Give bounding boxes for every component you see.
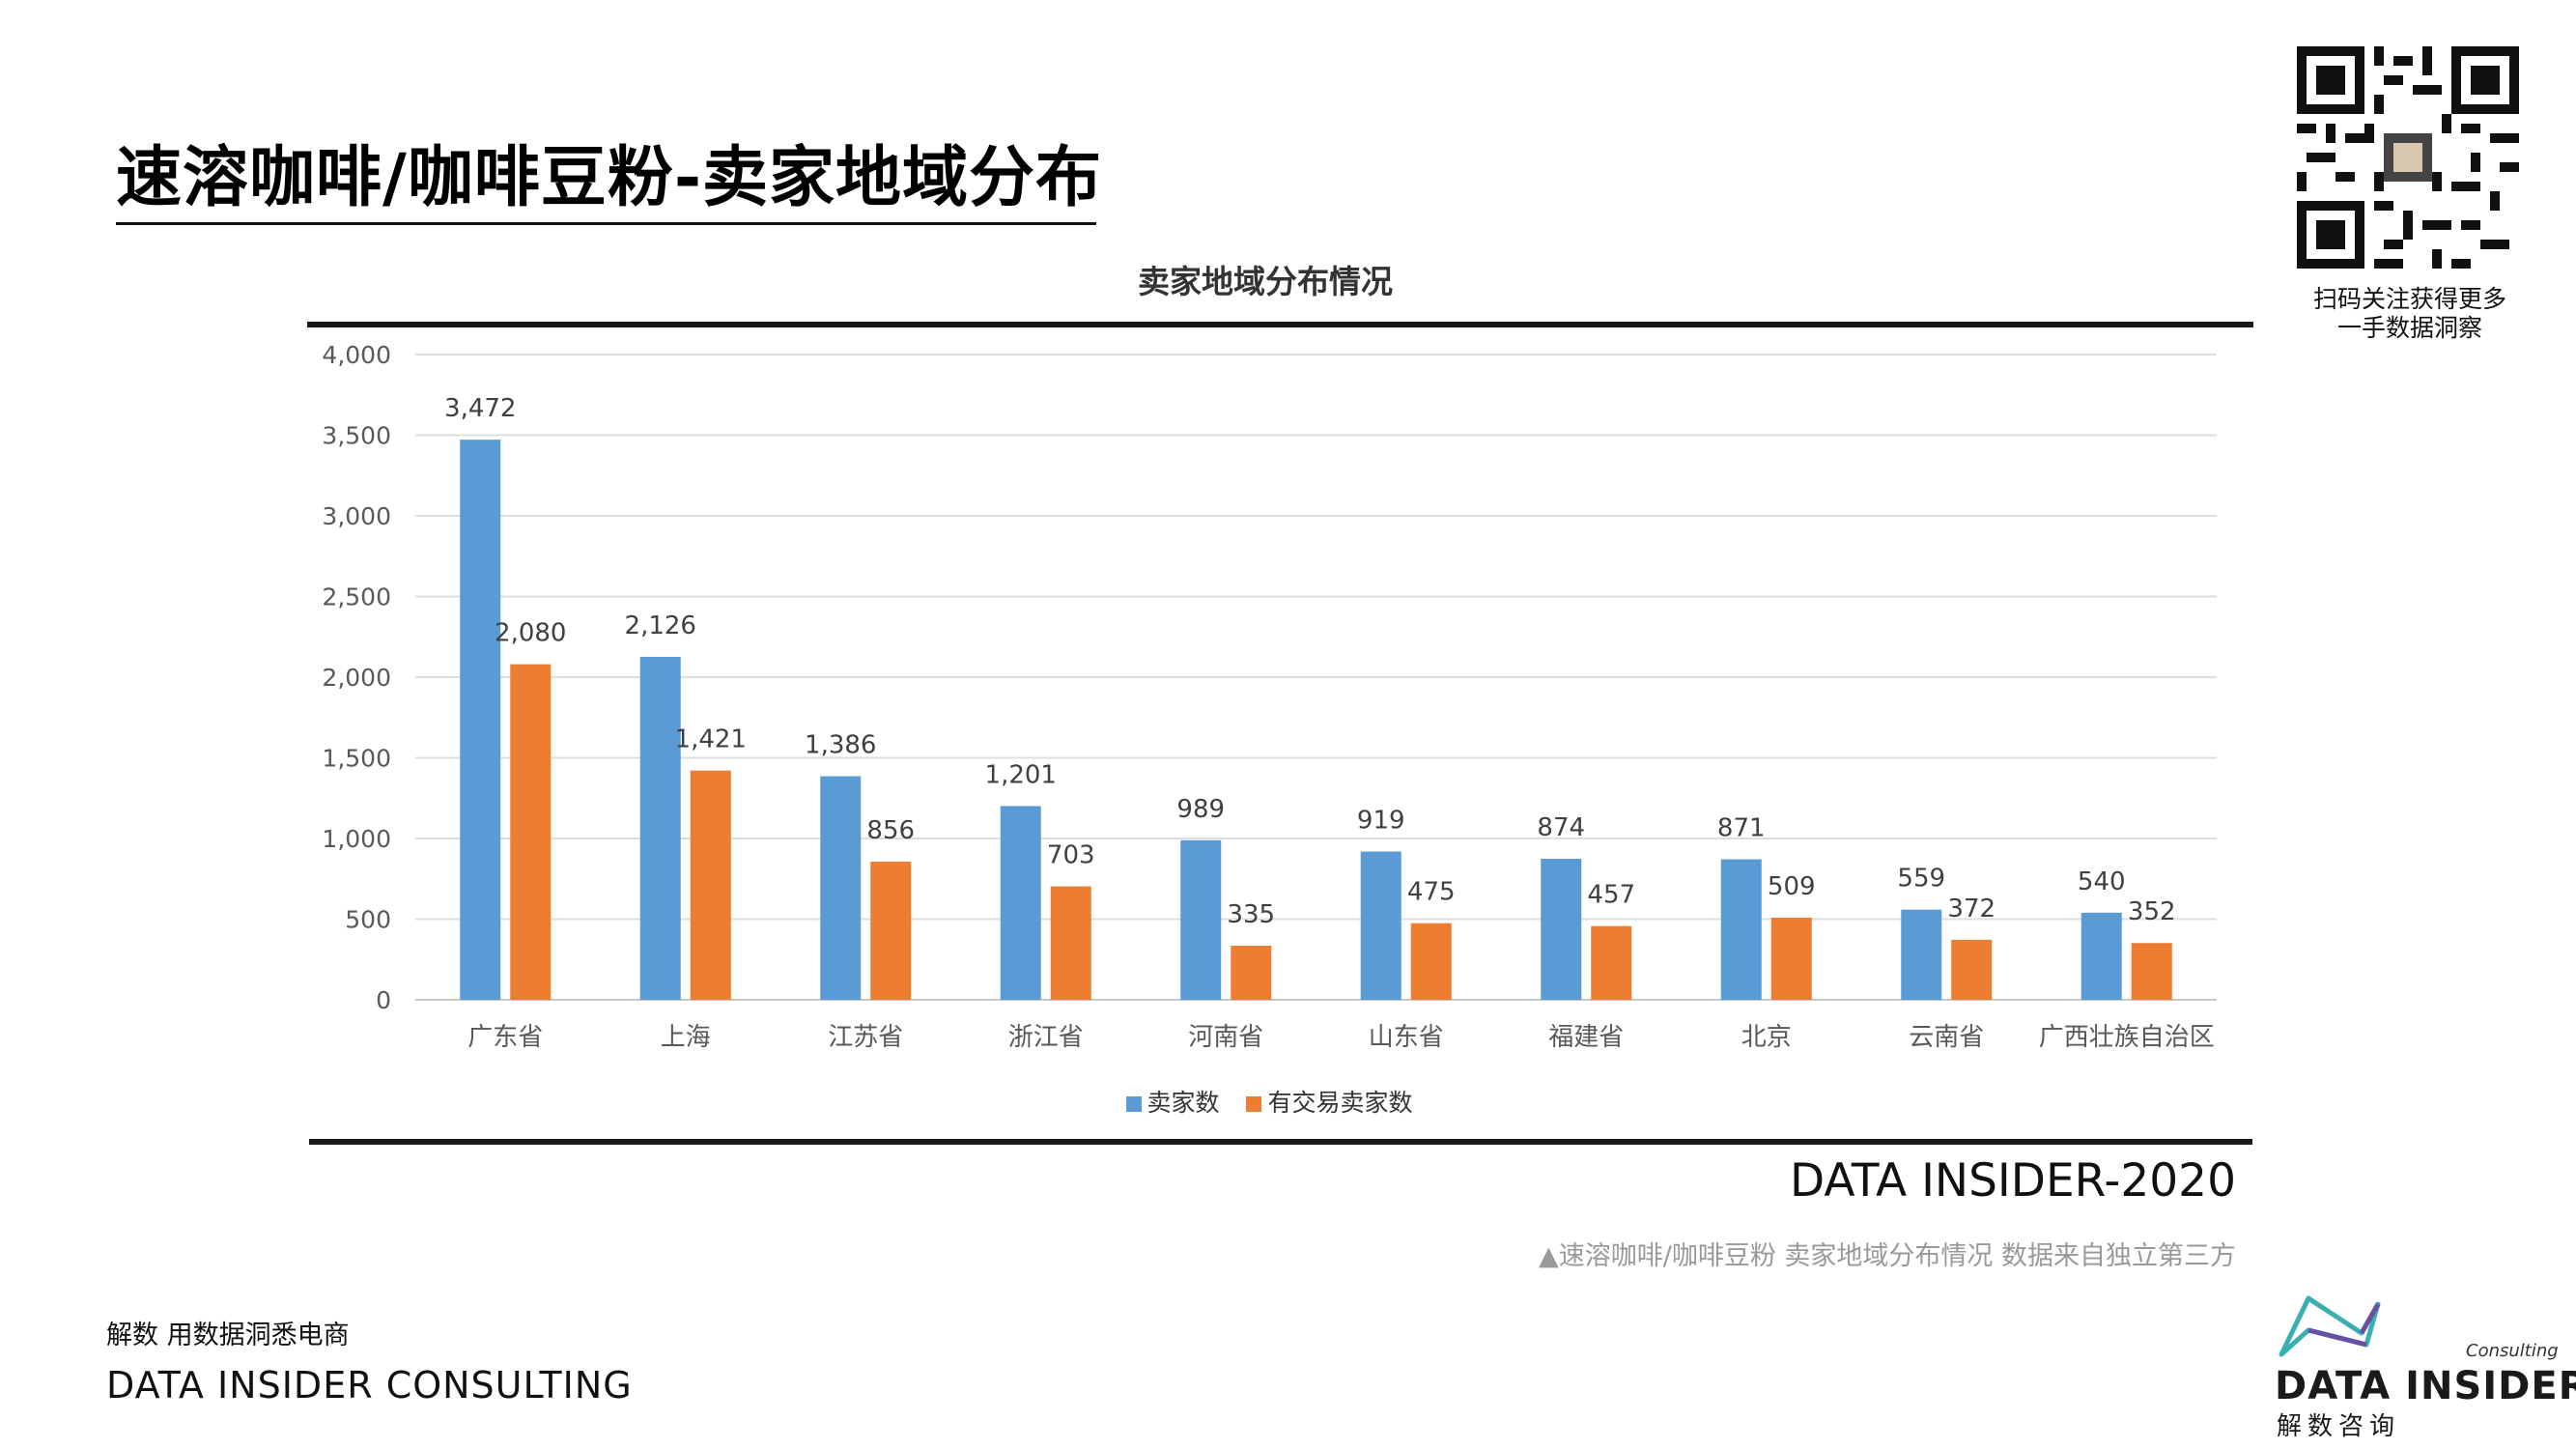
data-label-sellers: 3,472 <box>444 394 516 423</box>
data-label-active-sellers: 457 <box>1587 881 1635 910</box>
data-label-sellers: 871 <box>1717 814 1766 843</box>
logo-name: DATA INSIDER <box>2275 1364 2576 1408</box>
data-label-active-sellers: 352 <box>2128 897 2176 926</box>
data-label-active-sellers: 475 <box>1407 878 1456 907</box>
bar-sellers <box>639 656 681 1000</box>
x-tick-label: 广东省 <box>467 1023 543 1052</box>
bar-active-sellers <box>1410 923 1452 1000</box>
logo-chinese-name: 解数咨询 <box>2277 1412 2401 1441</box>
bar-active-sellers <box>1231 946 1272 1000</box>
y-tick-label: 3,500 <box>322 422 391 450</box>
x-tick-label: 山东省 <box>1369 1023 1444 1052</box>
chart-title: 卖家地域分布情况 <box>1138 263 1393 300</box>
data-label-sellers: 559 <box>1897 865 1945 894</box>
legend-label-sellers: 卖家数 <box>1146 1089 1220 1117</box>
bar-sellers <box>2081 912 2122 1000</box>
bar-active-sellers <box>870 862 912 1000</box>
chart-legend: 卖家数 有交易卖家数 <box>0 1084 2538 1119</box>
qr-code <box>2297 46 2519 269</box>
qr-caption-line1: 扫码关注获得更多 <box>2312 285 2506 313</box>
legend-swatch-active-sellers <box>1246 1096 1262 1112</box>
source-brand: DATA INSIDER-2020 <box>1790 1154 2236 1208</box>
data-label-sellers: 540 <box>2078 867 2126 896</box>
legend-item-active-sellers: 有交易卖家数 <box>1246 1084 1412 1119</box>
y-tick-label: 2,500 <box>322 583 391 611</box>
y-tick-label: 0 <box>376 986 391 1014</box>
y-tick-label: 2,000 <box>322 664 391 692</box>
x-tick-label: 云南省 <box>1909 1023 1984 1052</box>
bar-active-sellers <box>2131 943 2172 1000</box>
bar-sellers <box>1360 851 1401 1000</box>
data-label-active-sellers: 856 <box>866 816 915 845</box>
footer-slogan: 解数 用数据洞悉电商 <box>106 1321 350 1350</box>
bar-active-sellers <box>1770 917 1812 1000</box>
bar-active-sellers <box>1951 939 1993 1000</box>
x-tick-label: 上海 <box>661 1023 711 1052</box>
data-label-active-sellers: 1,421 <box>675 725 747 754</box>
legend-item-sellers: 卖家数 <box>1125 1084 1220 1119</box>
bar-sellers <box>820 776 862 1000</box>
legend-swatch-sellers <box>1125 1096 1142 1112</box>
bar-active-sellers <box>1591 925 1632 1000</box>
data-label-active-sellers: 2,080 <box>495 619 566 648</box>
x-tick-label: 江苏省 <box>828 1023 903 1052</box>
page-title: 速溶咖啡/咖啡豆粉-卖家地域分布 <box>116 140 1103 216</box>
bar-sellers <box>1180 839 1222 1000</box>
y-tick-label: 3,000 <box>322 502 391 530</box>
bar-sellers <box>1541 859 1582 1000</box>
data-label-sellers: 1,201 <box>985 760 1057 789</box>
data-label-active-sellers: 509 <box>1768 872 1816 901</box>
logo-mark-icon <box>2279 1295 2381 1357</box>
bar-active-sellers <box>690 770 731 1000</box>
data-label-sellers: 874 <box>1537 813 1585 842</box>
data-label-sellers: 2,126 <box>625 611 696 640</box>
data-label-active-sellers: 372 <box>1947 895 1996 923</box>
data-label-active-sellers: 703 <box>1047 841 1095 870</box>
y-tick-label: 500 <box>345 906 391 934</box>
logo-tagline: Consulting <box>2466 1341 2559 1361</box>
data-label-active-sellers: 335 <box>1227 900 1275 929</box>
data-label-sellers: 919 <box>1357 807 1405 836</box>
chart-top-rule <box>307 322 2253 327</box>
bar-sellers <box>460 440 501 1000</box>
qr-caption: 扫码关注获得更多 一手数据洞察 <box>2250 285 2569 343</box>
title-underline <box>116 222 1096 225</box>
bar-sellers <box>1901 909 1942 1000</box>
qr-caption-line2: 一手数据洞察 <box>2336 314 2482 342</box>
y-tick-label: 4,000 <box>322 341 391 369</box>
y-tick-label: 1,000 <box>322 825 391 853</box>
bar-sellers <box>1720 859 1762 1000</box>
bar-active-sellers <box>510 664 552 1000</box>
y-tick-label: 1,500 <box>322 745 391 773</box>
data-label-sellers: 989 <box>1176 795 1225 824</box>
chart-bottom-rule <box>309 1139 2252 1145</box>
source-note: ▲速溶咖啡/咖啡豆粉 卖家地域分布情况 数据来自独立第三方 <box>1538 1241 2236 1271</box>
x-tick-label: 福建省 <box>1548 1023 1624 1052</box>
bar-sellers <box>1000 806 1041 1000</box>
x-tick-label: 北京 <box>1741 1023 1792 1052</box>
bar-active-sellers <box>1050 886 1091 1000</box>
legend-label-active-sellers: 有交易卖家数 <box>1267 1089 1413 1117</box>
data-label-sellers: 1,386 <box>805 731 876 760</box>
x-tick-label: 河南省 <box>1188 1023 1263 1052</box>
footer-company: DATA INSIDER CONSULTING <box>106 1364 633 1406</box>
x-tick-label: 浙江省 <box>1008 1023 1084 1052</box>
x-tick-label: 广西壮族自治区 <box>2039 1023 2215 1052</box>
